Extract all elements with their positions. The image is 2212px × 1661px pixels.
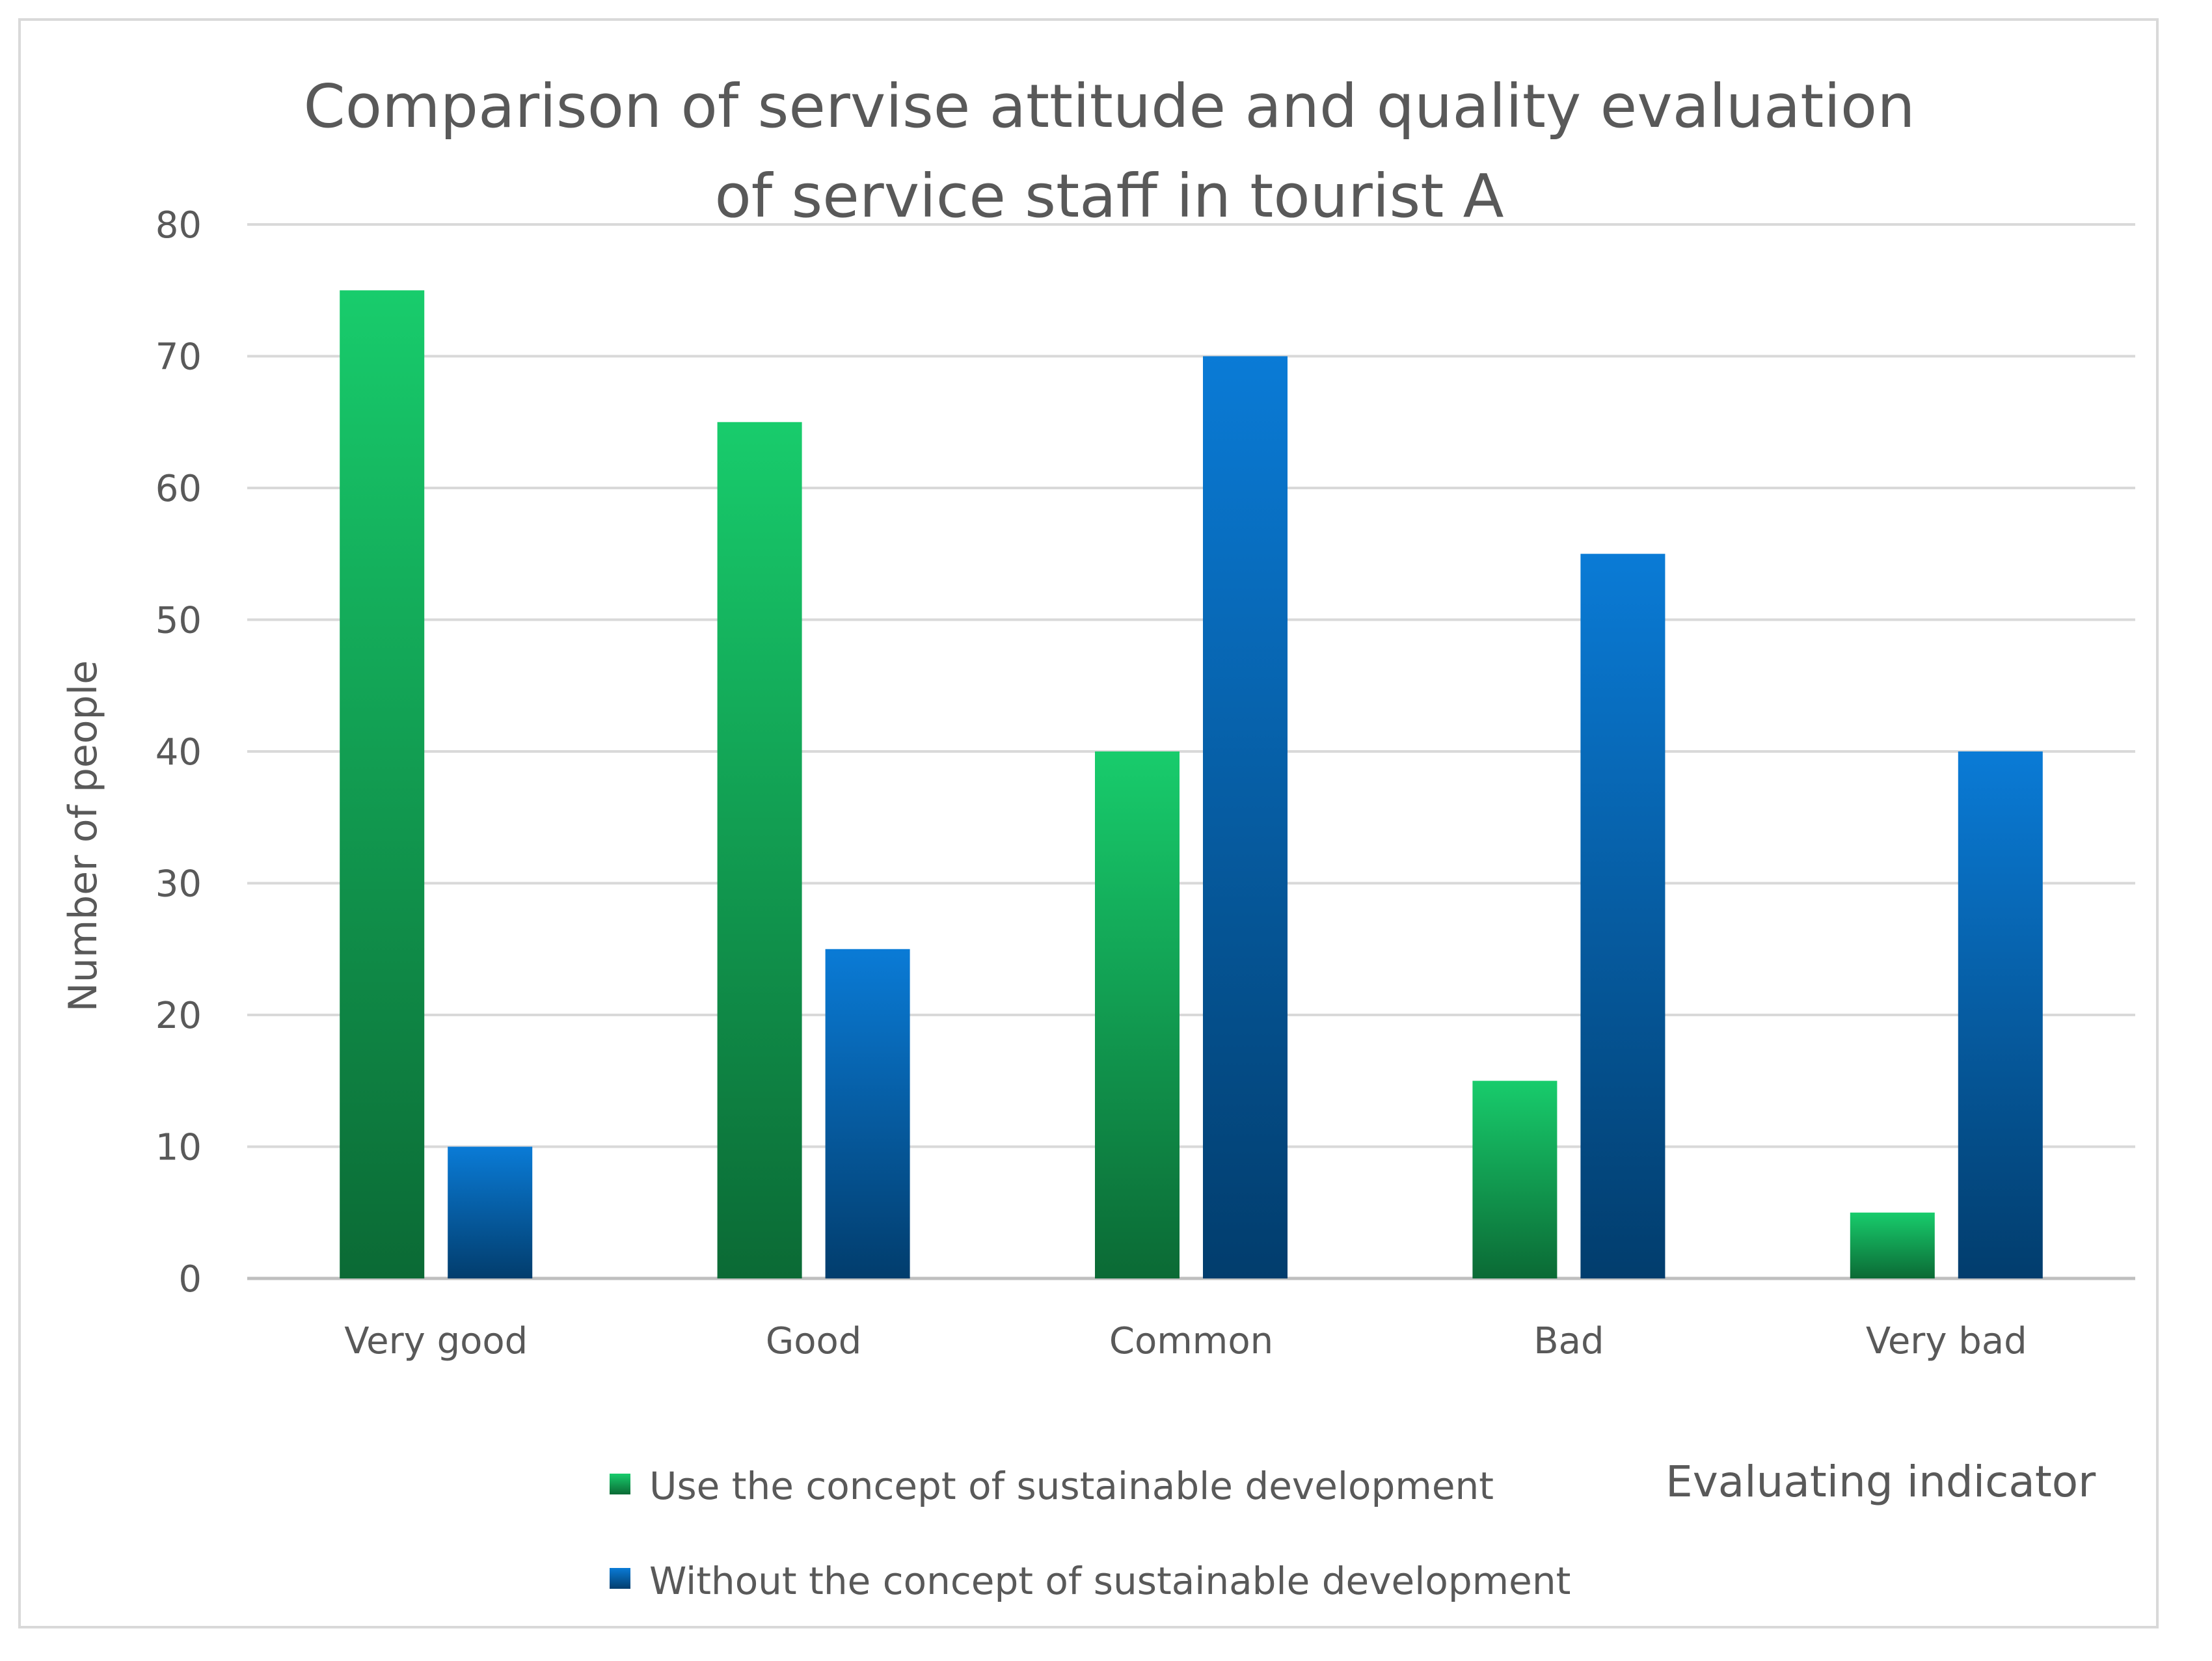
bar-series-2-good — [825, 949, 910, 1278]
y-axis-ticks: 0 10 20 30 40 50 60 70 80 — [155, 204, 202, 1301]
bar-series-2-very-good — [448, 1146, 533, 1278]
gridlines — [247, 223, 2135, 1280]
bar-series-1-very-bad — [1850, 1212, 1935, 1278]
x-tick-label: Good — [766, 1320, 861, 1362]
y-tick-label: 80 — [155, 204, 202, 247]
y-tick-label: 70 — [155, 336, 202, 379]
y-tick-label: 30 — [155, 863, 202, 906]
legend-label-series-1: Use the concept of sustainable developme… — [649, 1464, 1494, 1508]
bar-series-1-very-good — [340, 290, 425, 1278]
x-axis-ticks: Very good Good Common Bad Very bad — [344, 1320, 2027, 1362]
legend-label-series-2: Without the concept of sustainable devel… — [649, 1559, 1571, 1603]
bar-series-1-good — [717, 422, 802, 1278]
x-tick-label: Very good — [344, 1320, 528, 1362]
y-tick-label: 0 — [178, 1258, 202, 1301]
bar-series-2-bad — [1580, 554, 1666, 1278]
legend-swatch-series-1 — [610, 1474, 630, 1494]
bar-series-2-common — [1203, 356, 1288, 1278]
bar-series-1-bad — [1472, 1081, 1558, 1278]
y-tick-label: 10 — [155, 1127, 202, 1169]
y-tick-label: 20 — [155, 995, 202, 1037]
x-tick-label: Common — [1109, 1320, 1273, 1362]
x-axis-title: Evaluating indicator — [1666, 1457, 2096, 1507]
bar-series-1-common — [1095, 751, 1180, 1278]
bars — [340, 290, 2043, 1278]
y-tick-label: 60 — [155, 468, 202, 510]
x-tick-label: Very bad — [1866, 1320, 2027, 1362]
legend-swatch-series-2 — [610, 1568, 630, 1589]
legend: Use the concept of sustainable developme… — [610, 1464, 1571, 1603]
y-axis-title: Number of people — [61, 660, 106, 1012]
x-tick-label: Bad — [1533, 1320, 1604, 1362]
bar-series-2-very-bad — [1958, 751, 2043, 1278]
y-tick-label: 40 — [155, 731, 202, 774]
y-tick-label: 50 — [155, 600, 202, 642]
chart-title-line-2: of service staff in tourist A — [714, 161, 1504, 231]
chart-title-line-1: Comparison of servise attitude and quali… — [303, 72, 1915, 141]
